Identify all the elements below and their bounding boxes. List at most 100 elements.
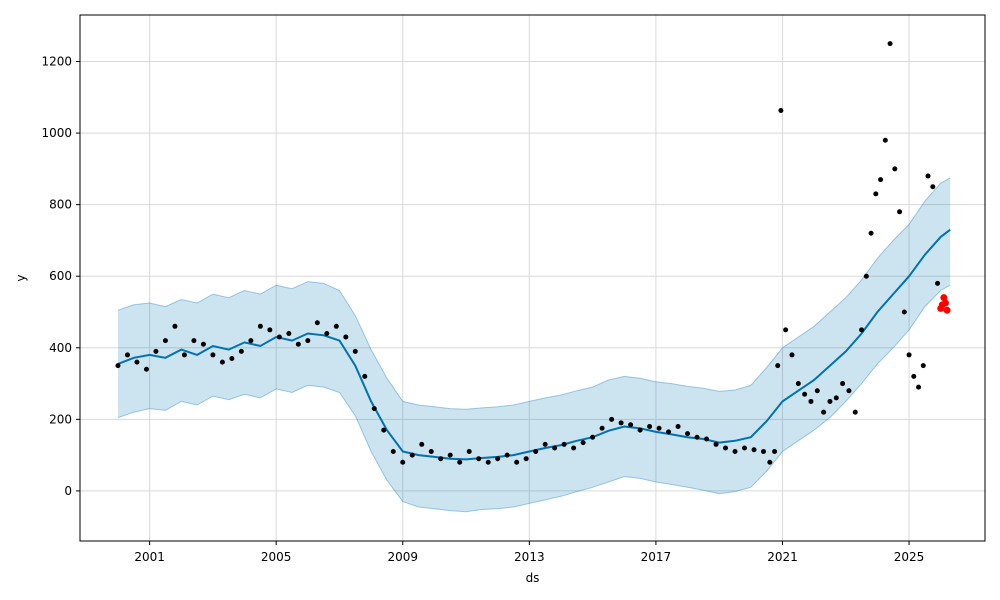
observed-point bbox=[916, 384, 922, 390]
observed-point bbox=[878, 177, 884, 183]
observed-point bbox=[172, 323, 178, 329]
observed-point bbox=[476, 456, 482, 462]
observed-point bbox=[286, 330, 292, 336]
observed-point bbox=[514, 459, 520, 465]
observed-point bbox=[324, 330, 330, 336]
observed-point bbox=[305, 338, 311, 344]
observed-point bbox=[419, 441, 425, 447]
observed-point bbox=[789, 352, 795, 358]
observed-point bbox=[571, 445, 577, 451]
y-tick-label: 400 bbox=[49, 341, 72, 355]
observed-point bbox=[840, 381, 846, 387]
observed-point bbox=[723, 445, 729, 451]
x-tick-label: 2021 bbox=[767, 550, 798, 564]
observed-point bbox=[191, 338, 197, 344]
observed-point bbox=[775, 363, 781, 369]
observed-point bbox=[882, 137, 888, 143]
observed-point bbox=[390, 449, 396, 455]
observed-point bbox=[438, 456, 444, 462]
observed-point bbox=[892, 166, 898, 172]
observed-point bbox=[911, 373, 917, 379]
x-tick-label: 2005 bbox=[261, 550, 292, 564]
observed-point bbox=[561, 441, 567, 447]
observed-point bbox=[495, 456, 501, 462]
observed-point bbox=[181, 352, 187, 358]
observed-point bbox=[767, 459, 773, 465]
observed-point bbox=[704, 436, 710, 442]
x-axis: 2001 2005 2009 2013 2017 2021 2025 bbox=[134, 541, 924, 564]
observed-point bbox=[143, 366, 149, 372]
uncertainty-area bbox=[118, 177, 951, 512]
observed-point bbox=[447, 452, 453, 458]
observed-point bbox=[685, 431, 691, 437]
observed-point bbox=[656, 425, 662, 431]
observed-point bbox=[637, 427, 643, 433]
y-tick-label: 600 bbox=[49, 269, 72, 283]
observed-point bbox=[713, 441, 719, 447]
observed-point bbox=[115, 363, 121, 369]
observed-point bbox=[821, 409, 827, 415]
x-axis-label: ds bbox=[526, 571, 540, 585]
observed-point bbox=[457, 459, 463, 465]
observed-point bbox=[609, 416, 615, 422]
recent-point bbox=[940, 294, 948, 302]
recent-points bbox=[937, 294, 951, 314]
observed-point bbox=[153, 348, 159, 354]
observed-point bbox=[887, 41, 893, 47]
observed-point bbox=[751, 447, 757, 453]
observed-point bbox=[504, 452, 510, 458]
observed-point bbox=[362, 373, 368, 379]
observed-point bbox=[466, 449, 472, 455]
observed-point bbox=[134, 359, 140, 365]
observed-point bbox=[675, 423, 681, 429]
observed-point bbox=[863, 273, 869, 279]
x-tick-label: 2009 bbox=[387, 550, 418, 564]
observed-point bbox=[795, 381, 801, 387]
observed-point bbox=[778, 108, 784, 114]
observed-point bbox=[371, 406, 377, 412]
observed-point bbox=[827, 398, 833, 404]
x-tick-label: 2025 bbox=[894, 550, 925, 564]
observed-point bbox=[647, 423, 653, 429]
observed-point bbox=[846, 388, 852, 394]
observed-point bbox=[901, 309, 907, 315]
observed-point bbox=[552, 445, 558, 451]
observed-point bbox=[694, 434, 700, 440]
observed-point bbox=[873, 191, 879, 197]
observed-point bbox=[210, 352, 216, 358]
y-tick-label: 0 bbox=[64, 484, 72, 498]
observed-point bbox=[162, 338, 168, 344]
observed-point bbox=[523, 456, 529, 462]
observed-point bbox=[925, 173, 931, 179]
interval-upper-line bbox=[117, 177, 951, 410]
observed-point bbox=[267, 327, 273, 333]
observed-point bbox=[580, 440, 586, 446]
observed-point bbox=[628, 422, 634, 428]
x-tick-label: 2017 bbox=[641, 550, 672, 564]
observed-point bbox=[618, 420, 624, 426]
observed-point bbox=[409, 452, 415, 458]
observed-point bbox=[343, 334, 349, 340]
observed-points bbox=[115, 41, 941, 465]
observed-point bbox=[229, 356, 235, 362]
observed-point bbox=[599, 425, 605, 431]
grid-lines bbox=[80, 15, 985, 541]
observed-point bbox=[590, 434, 596, 440]
recent-point bbox=[941, 299, 949, 307]
observed-point bbox=[238, 348, 244, 354]
observed-point bbox=[200, 341, 206, 347]
observed-point bbox=[742, 445, 748, 451]
uncertainty-band bbox=[117, 177, 951, 513]
observed-point bbox=[783, 327, 789, 333]
plot-frame bbox=[79, 14, 986, 542]
observed-point bbox=[248, 338, 254, 344]
x-tick-label: 2013 bbox=[514, 550, 545, 564]
observed-point bbox=[428, 449, 434, 455]
observed-point bbox=[906, 352, 912, 358]
observed-point bbox=[314, 320, 320, 326]
observed-point bbox=[666, 429, 672, 435]
observed-point bbox=[808, 398, 814, 404]
y-tick-label: 200 bbox=[49, 412, 72, 426]
